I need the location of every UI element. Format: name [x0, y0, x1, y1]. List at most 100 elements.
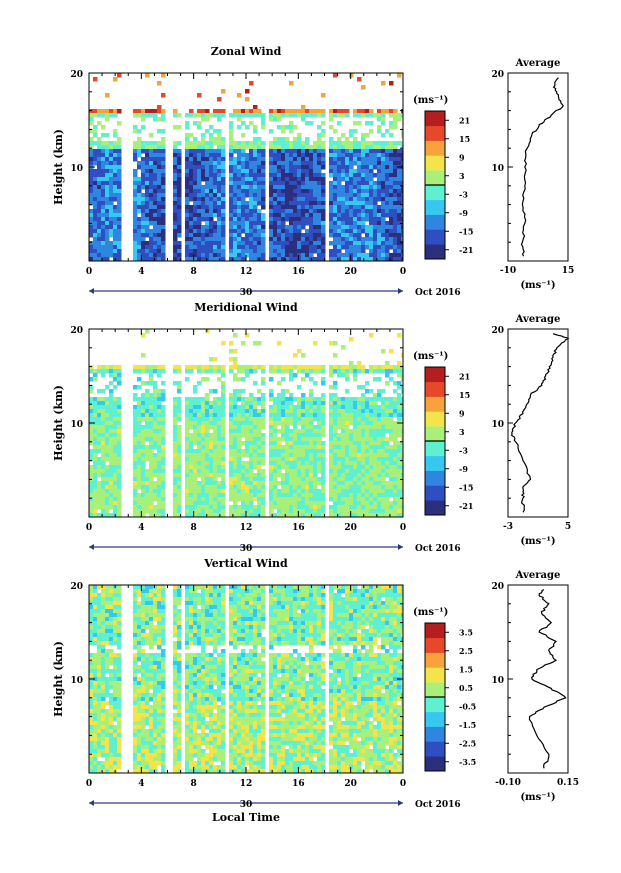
vertical-xtick-label: 20: [344, 779, 357, 789]
zonal-colorbar-tick-label: 3: [459, 171, 465, 181]
meridional-colorbar-tick-label: -15: [459, 482, 473, 492]
vertical-colorbar-tick-label: 3.5: [459, 627, 473, 637]
zonal-profile-ytick-label: 20: [491, 70, 504, 80]
vertical-colorbar-segment: [425, 623, 445, 639]
zonal-ytick-label: 20: [70, 70, 83, 80]
zonal-profile-title: Average: [515, 58, 561, 69]
zonal-heatmap: [89, 73, 403, 261]
vertical-date-label: Oct 2016: [415, 800, 461, 810]
meridional-ylabel: Height (km): [52, 385, 65, 461]
meridional-colorbar-tick-label: -9: [459, 464, 468, 474]
meridional-colorbar-tick-label: -3: [459, 445, 468, 455]
zonal-colorbar-segment: [425, 111, 445, 127]
zonal-xtick-label: 8: [191, 267, 197, 277]
zonal-title: Zonal Wind: [211, 45, 282, 58]
meridional-colorbar-tick-label: 15: [459, 390, 470, 400]
vertical-colorbar-tick-label: 2.5: [459, 646, 473, 656]
zonal-profile-xtick-label: 15: [562, 266, 575, 276]
vertical-profile-frame: [507, 584, 569, 774]
vertical-colorbar-segment: [425, 726, 445, 742]
meridional-colorbar-segment: [425, 396, 445, 412]
zonal-colorbar-segment: [425, 155, 445, 171]
vertical-colorbar-tick-label: 0.5: [459, 683, 473, 693]
zonal-colorbar-segment: [425, 214, 445, 230]
meridional-colorbar-segment: [425, 367, 445, 383]
vertical-colorbar-tick-label: -2.5: [459, 738, 476, 748]
meridional-colorbar-segment: [425, 441, 445, 457]
vertical-xtick-label: 0: [400, 779, 406, 789]
zonal-colorbar-segment: [425, 140, 445, 156]
meridional-xtick-label: 8: [191, 523, 197, 533]
meridional-xtick-label: 16: [292, 523, 305, 533]
meridional-title: Meridional Wind: [194, 301, 298, 314]
vertical-colorbar-tick-label: -0.5: [459, 701, 476, 711]
zonal-colorbar-tick-label: -15: [459, 226, 473, 236]
zonal-colorbar-unit: (ms⁻¹): [413, 95, 448, 106]
meridional-colorbar-tick-label: 21: [459, 371, 470, 381]
vertical-colorbar-segment: [425, 697, 445, 713]
vertical-xtick-label: 12: [240, 779, 253, 789]
meridional-profile: Average 10 20 -3 5 (ms⁻¹): [491, 314, 571, 547]
zonal-panel: Zonal Wind 10 20 Height (km) 0 4 8 12 16 20 0 30 Oct…: [52, 45, 574, 298]
vertical-profile-line: [528, 589, 567, 769]
meridional-colorbar-unit: (ms⁻¹): [413, 351, 448, 362]
zonal-colorbar-tick-label: -3: [459, 189, 468, 199]
meridional-xtick-label: 4: [138, 523, 144, 533]
vertical-profile-title: Average: [515, 570, 561, 581]
zonal-profile-xlabel: (ms⁻¹): [520, 280, 555, 291]
vertical-profile-xtick-label: -0.10: [495, 778, 521, 788]
vertical-profile-xtick-label: 0.15: [557, 778, 579, 788]
zonal-xtick-label: 0: [86, 267, 92, 277]
meridional-colorbar-segment: [425, 455, 445, 471]
zonal-ytick-label: 10: [70, 164, 83, 174]
vertical-panel: Vertical Wind 10 20 Height (km) 0 4 8 12 16 20 0 30…: [52, 557, 579, 824]
zonal-profile: Average 10 20 -10 15 (ms⁻¹): [491, 58, 574, 291]
vertical-xtick-label: 8: [191, 779, 197, 789]
meridional-ytick-label: 20: [70, 326, 83, 336]
meridional-profile-line: [511, 333, 570, 513]
vertical-profile-ytick-label: 20: [491, 582, 504, 592]
meridional-xtick-label: 0: [400, 523, 406, 533]
zonal-colorbar-segment: [425, 185, 445, 201]
vertical-title: Vertical Wind: [203, 557, 288, 570]
meridional-xtick-label: 12: [240, 523, 253, 533]
zonal-xtick-label: 20: [344, 267, 357, 277]
zonal-profile-frame: [507, 72, 569, 262]
zonal-colorbar-segment: [425, 244, 445, 260]
vertical-colorbar-segment: [425, 682, 445, 698]
zonal-colorbar-segment: [425, 125, 445, 141]
meridional-day-label: 30: [240, 544, 253, 554]
vertical-colorbar-tick-label: -3.5: [459, 757, 476, 767]
meridional-colorbar-segment: [425, 411, 445, 427]
meridional-profile-frame: [507, 328, 569, 518]
meridional-colorbar-segment: [425, 426, 445, 442]
vertical-ylabel: Height (km): [52, 641, 65, 717]
meridional-profile-title: Average: [515, 314, 561, 325]
zonal-colorbar-segment: [425, 229, 445, 245]
meridional-colorbar-segment: [425, 470, 445, 486]
vertical-colorbar-tick-label: 1.5: [459, 664, 473, 674]
meridional-colorbar-tick-label: 9: [459, 408, 465, 418]
meridional-heatmap: [89, 329, 403, 517]
zonal-colorbar-segment: [425, 199, 445, 215]
meridional-ytick-label: 10: [70, 420, 83, 430]
vertical-colorbar-tick-label: -1.5: [459, 720, 476, 730]
vertical-colorbar-segment: [425, 637, 445, 653]
vertical-profile-xlabel: (ms⁻¹): [520, 792, 555, 803]
vertical-colorbar-segment: [425, 652, 445, 668]
zonal-profile-ytick-label: 10: [491, 164, 504, 174]
zonal-colorbar-tick-label: -9: [459, 208, 468, 218]
zonal-colorbar-segment: [425, 170, 445, 186]
vertical-colorbar-segment: [425, 741, 445, 757]
meridional-colorbar-segment: [425, 500, 445, 516]
vertical-colorbar-unit: (ms⁻¹): [413, 607, 448, 618]
vertical-colorbar-segment: [425, 711, 445, 727]
zonal-colorbar-tick-label: 9: [459, 152, 465, 162]
meridional-date-label: Oct 2016: [415, 544, 461, 554]
meridional-colorbar-segment: [425, 381, 445, 397]
meridional-xtick-label: 0: [86, 523, 92, 533]
zonal-colorbar-tick-label: 21: [459, 115, 470, 125]
vertical-xtick-label: 0: [86, 779, 92, 789]
zonal-xtick-label: 16: [292, 267, 305, 277]
